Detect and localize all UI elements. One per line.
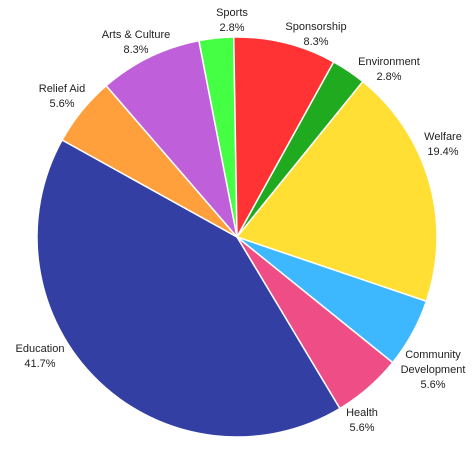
- label-environment: Environment 2.8%: [358, 56, 420, 83]
- value-label: 8.3%: [303, 36, 328, 48]
- category-label: Sports: [216, 7, 248, 19]
- label-welfare: Welfare 19.4%: [424, 131, 462, 158]
- value-label: 5.6%: [49, 98, 74, 110]
- label-relief-aid: Relief Aid 5.6%: [39, 83, 85, 110]
- label-health: Health 5.6%: [346, 407, 378, 434]
- value-label: 5.6%: [420, 379, 445, 391]
- label-community-development: Community Development 5.6%: [401, 349, 466, 391]
- pie-slices: [36, 36, 438, 438]
- slice-education: [36, 138, 341, 438]
- category-label: Relief Aid: [39, 83, 85, 95]
- slice-sponsorship: [232, 36, 335, 240]
- label-education: Education 41.7%: [16, 343, 65, 370]
- value-label: 2.8%: [219, 22, 244, 34]
- value-label: 41.7%: [24, 358, 55, 370]
- pie-labels: Sports 2.8% Sponsorship 8.3% Environment 2.8%…: [16, 7, 466, 434]
- category-label: Environment: [358, 56, 420, 68]
- category-label: Community: [405, 349, 461, 361]
- label-sponsorship: Sponsorship 8.3%: [285, 21, 346, 48]
- category-label: Health: [346, 407, 378, 419]
- label-sports: Sports 2.8%: [216, 7, 248, 34]
- category-label: Sponsorship: [285, 21, 346, 33]
- category-label: Welfare: [424, 131, 462, 143]
- value-label: 19.4%: [427, 146, 458, 158]
- value-label: 5.6%: [349, 422, 374, 434]
- category-label: Arts & Culture: [102, 29, 170, 41]
- category-label: Development: [401, 364, 466, 376]
- label-arts-culture: Arts & Culture 8.3%: [102, 29, 170, 56]
- category-label: Education: [16, 343, 65, 355]
- value-label: 2.8%: [376, 71, 401, 83]
- slice-arts-culture: [105, 39, 239, 240]
- value-label: 8.3%: [123, 44, 148, 56]
- slice-welfare: [235, 80, 438, 303]
